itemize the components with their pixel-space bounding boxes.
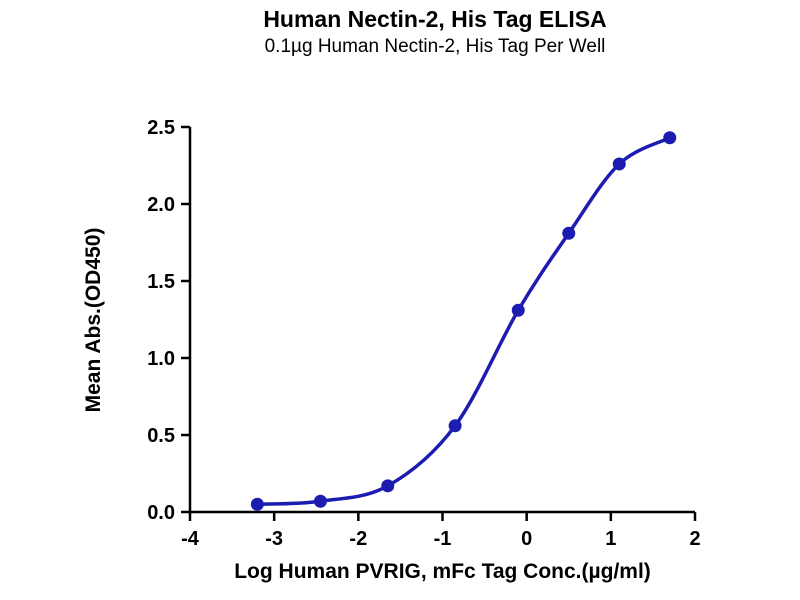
x-tick-label: 0	[521, 528, 532, 550]
x-tick-label: 2	[689, 528, 700, 550]
x-tick-label: 1	[605, 528, 616, 550]
data-point	[448, 419, 462, 433]
data-point	[381, 479, 395, 493]
data-point	[250, 497, 264, 511]
chart-header: Human Nectin-2, His Tag ELISA 0.1µg Huma…	[70, 4, 800, 60]
x-axis-label: Log Human PVRIG, mFc Tag Conc.(µg/ml)	[234, 560, 651, 583]
x-tick-label: -4	[181, 528, 200, 550]
chart-title: Human Nectin-2, His Tag ELISA	[263, 6, 607, 32]
chart-subtitle: 0.1µg Human Nectin-2, His Tag Per Well	[264, 36, 606, 57]
y-tick-label: 2.5	[147, 117, 175, 139]
x-tick-label: -1	[434, 528, 452, 550]
y-tick-label: 1.0	[147, 348, 175, 370]
data-point	[663, 131, 677, 145]
fit-curve	[255, 136, 672, 507]
y-tick-label: 0.0	[147, 502, 175, 524]
y-tick-label: 1.5	[147, 271, 175, 293]
y-tick-label: 2.0	[147, 194, 175, 216]
data-point	[313, 494, 327, 508]
data-point	[612, 157, 626, 171]
x-tick-label: -3	[265, 528, 283, 550]
x-tick-label: -2	[349, 528, 367, 550]
y-tick-label: 0.5	[147, 425, 175, 447]
data-point	[511, 303, 525, 317]
data-point	[562, 226, 576, 240]
